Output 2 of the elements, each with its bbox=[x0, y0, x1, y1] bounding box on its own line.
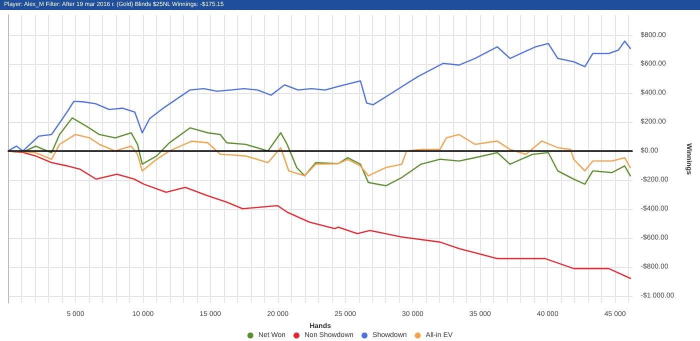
line-series bbox=[7, 134, 631, 176]
line-series bbox=[7, 40, 631, 152]
